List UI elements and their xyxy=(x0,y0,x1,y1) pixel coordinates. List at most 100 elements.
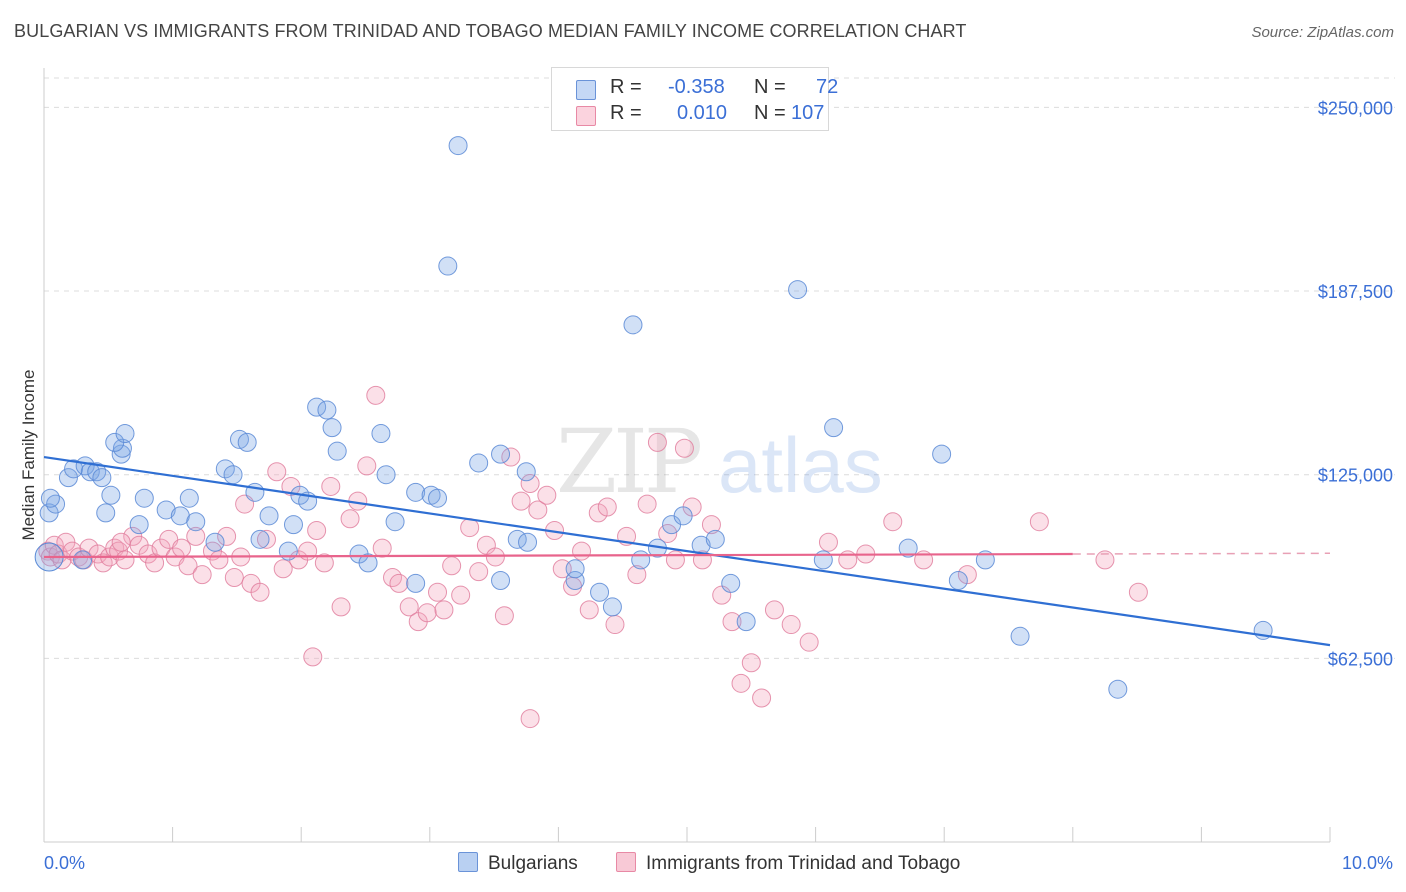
y-axis-label: Median Family Income xyxy=(19,369,38,540)
pink-point xyxy=(217,526,237,546)
legend-n-label: N = xyxy=(754,76,786,98)
blue-point xyxy=(223,465,243,485)
source-label: Source: ZipAtlas.com xyxy=(1251,24,1394,41)
blue-point xyxy=(602,597,622,617)
pink-point xyxy=(340,509,360,529)
blue-point xyxy=(358,553,378,573)
pink-point xyxy=(883,512,903,532)
pink-point xyxy=(186,526,206,546)
pink-point xyxy=(494,606,514,626)
blue-point xyxy=(1108,679,1128,699)
bottom-legend-bulgarians: Bulgarians xyxy=(458,852,578,875)
blue-point xyxy=(87,462,107,482)
pink-point xyxy=(528,500,548,520)
pink-point xyxy=(451,585,471,605)
pink-point xyxy=(442,556,462,576)
x-tick-label-min: 0.0% xyxy=(44,853,85,873)
pink-point xyxy=(1095,550,1115,570)
blue-point xyxy=(229,429,249,449)
y-tick-label: $250,000 xyxy=(1318,98,1393,118)
pink-point xyxy=(485,547,505,567)
legend-r-value-blue: -0.358 xyxy=(668,76,725,98)
blue-point xyxy=(237,432,257,452)
blue-point xyxy=(64,459,84,479)
pink-point xyxy=(250,582,270,602)
pink-point xyxy=(115,550,135,570)
blue-point xyxy=(898,538,918,558)
pink-point xyxy=(1029,512,1049,532)
pink-point xyxy=(469,562,489,582)
blue-point xyxy=(623,315,643,335)
blue-point xyxy=(46,494,66,514)
blue-series-points xyxy=(34,136,1273,699)
pink-point xyxy=(588,503,608,523)
pink-point xyxy=(637,494,657,514)
blue-point xyxy=(179,488,199,508)
blue-point xyxy=(631,550,651,570)
blue-point xyxy=(406,482,426,502)
blue-point xyxy=(590,582,610,602)
pink-point xyxy=(722,612,742,632)
blue-point xyxy=(518,532,538,552)
blue-point xyxy=(322,418,342,438)
pink-point xyxy=(321,476,341,496)
legend-n-label: N = xyxy=(754,102,786,124)
blue-point xyxy=(215,459,235,479)
blue-point xyxy=(96,503,116,523)
pink-point xyxy=(741,653,761,673)
pink-point xyxy=(647,432,667,452)
blue-point xyxy=(516,462,536,482)
bottom-legend-immigrants: Immigrants from Trinidad and Tobago xyxy=(616,852,960,875)
pink-point xyxy=(172,538,192,558)
pink-point xyxy=(273,559,293,579)
axes xyxy=(43,68,1331,843)
blue-point xyxy=(813,550,833,570)
pink-point xyxy=(366,385,386,405)
pink-point xyxy=(520,474,540,494)
blue-point xyxy=(92,468,112,488)
pink-point xyxy=(399,597,419,617)
pink-point xyxy=(111,532,131,552)
blue-point xyxy=(491,570,511,590)
legend-box: R = -0.358 N = 72 R = 0.010 N = 107 xyxy=(551,67,838,131)
y-tick-label: $125,000 xyxy=(1318,466,1393,486)
pink-point xyxy=(665,550,685,570)
blue-point xyxy=(565,559,585,579)
trend-lines xyxy=(43,455,1331,647)
legend-swatch-blue xyxy=(576,80,596,100)
pink-point xyxy=(314,553,334,573)
pink-point xyxy=(389,573,409,593)
legend-r-label: R = xyxy=(610,102,642,124)
tick-labels: $62,500 $125,000 $187,500 $250,000 0.0% 10.0% xyxy=(44,98,1393,873)
blue-point xyxy=(278,541,298,561)
blue-point xyxy=(948,570,968,590)
pink-point xyxy=(1128,582,1148,602)
pink-point xyxy=(331,597,351,617)
pink-point xyxy=(209,550,229,570)
watermark-zip: ZIP xyxy=(556,410,701,513)
pink-point xyxy=(605,615,625,635)
pink-point xyxy=(434,600,454,620)
blue-point xyxy=(788,280,808,300)
pink-point xyxy=(572,541,592,561)
grid-lines xyxy=(44,77,1395,659)
blue-point xyxy=(491,444,511,464)
pink-point xyxy=(511,491,531,511)
blue-point xyxy=(205,532,225,552)
pink-point xyxy=(799,632,819,652)
pink-point xyxy=(537,485,557,505)
watermark-atlas: atlas xyxy=(718,421,883,509)
blue-point xyxy=(250,529,270,549)
bottom-legend-label-pink: Immigrants from Trinidad and Tobago xyxy=(646,853,961,874)
legend-r-label: R = xyxy=(610,76,642,98)
pink-point xyxy=(627,565,647,585)
legend-n-value-blue: 72 xyxy=(816,76,839,98)
pink-point xyxy=(256,529,276,549)
watermark: ZIP atlas xyxy=(556,410,883,513)
blue-point xyxy=(376,465,396,485)
pink-point xyxy=(957,565,977,585)
blue-point xyxy=(101,485,121,505)
y-tick-label: $62,500 xyxy=(1328,649,1393,669)
blue-point xyxy=(406,573,426,593)
pink-point xyxy=(597,497,617,517)
